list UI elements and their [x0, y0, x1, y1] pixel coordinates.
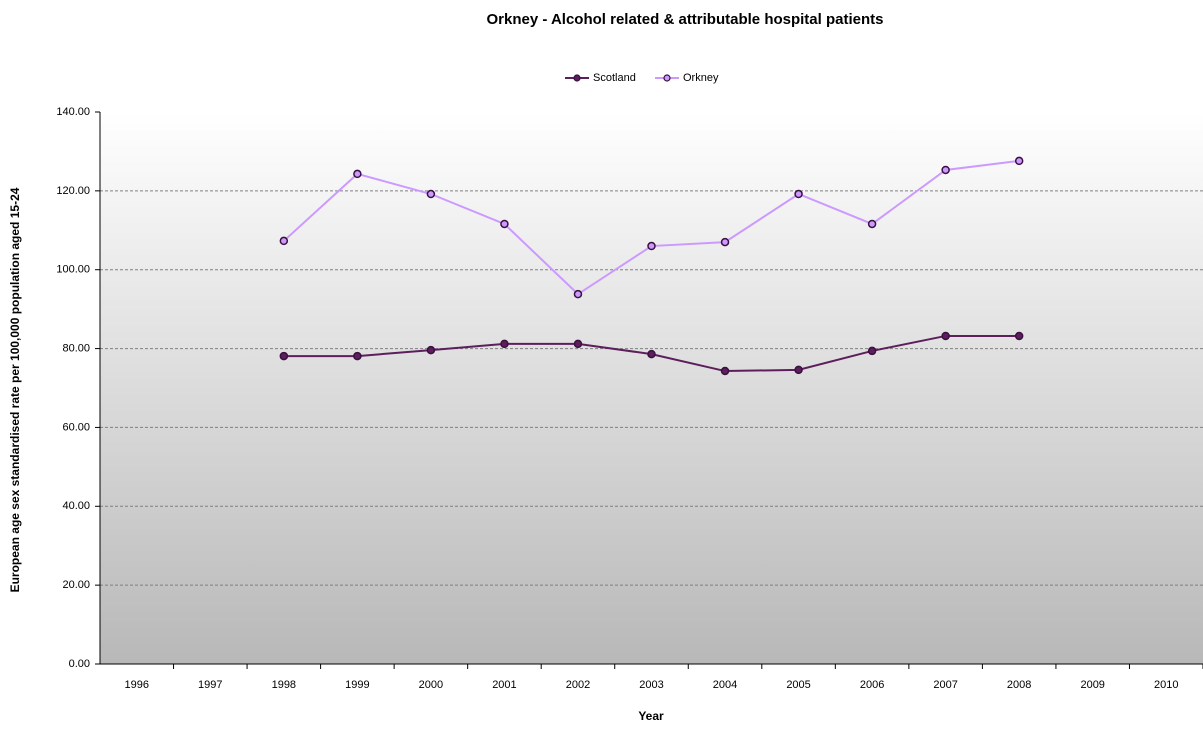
marker: [794, 365, 803, 375]
chart-title: Orkney - Alcohol related & attributable …: [486, 11, 883, 28]
marker: [353, 169, 362, 179]
y-tick-label: 140.00: [56, 106, 90, 118]
marker: [426, 189, 436, 199]
y-tick-label: 0.00: [69, 658, 90, 670]
marker: [353, 351, 362, 361]
marker: [720, 237, 730, 247]
x-tick-label: 2008: [1007, 679, 1031, 691]
y-tick-label: 20.00: [62, 579, 90, 591]
x-axis-title: Year: [638, 709, 664, 723]
y-tick-label: 80.00: [62, 342, 90, 354]
x-tick-label: 2004: [713, 679, 737, 691]
x-tick-label: 2006: [860, 679, 884, 691]
marker: [1014, 331, 1024, 341]
y-tick-label: 120.00: [56, 185, 90, 197]
marker: [867, 346, 877, 356]
legend-label: Orkney: [683, 72, 719, 84]
marker: [573, 339, 583, 349]
y-axis-title: European age sex standardised rate per 1…: [8, 187, 22, 592]
legend-marker: [573, 74, 581, 82]
y-tick-label: 100.00: [56, 264, 90, 276]
legend-label: Scotland: [593, 72, 636, 84]
marker: [500, 219, 509, 229]
x-tick-label: 2001: [492, 679, 516, 691]
x-tick-label: 2003: [639, 679, 663, 691]
x-tick-label: 1996: [125, 679, 149, 691]
x-tick-label: 1998: [272, 679, 296, 691]
marker: [573, 289, 583, 299]
marker: [941, 331, 950, 341]
y-tick-label: 40.00: [62, 500, 90, 512]
x-tick-label: 2005: [786, 679, 810, 691]
marker: [794, 189, 803, 199]
x-tick-label: 1999: [345, 679, 369, 691]
marker: [647, 349, 656, 359]
marker: [279, 351, 289, 361]
x-tick-label: 1997: [198, 679, 222, 691]
marker: [279, 236, 289, 246]
plot-area: [100, 112, 1203, 664]
x-tick-label: 2002: [566, 679, 590, 691]
x-tick-label: 2000: [419, 679, 443, 691]
marker: [500, 339, 509, 349]
x-tick-label: 2007: [933, 679, 957, 691]
marker: [941, 165, 950, 175]
x-tick-label: 2010: [1154, 679, 1178, 691]
marker: [867, 219, 877, 229]
marker: [1014, 156, 1024, 166]
marker: [647, 241, 656, 251]
marker: [426, 345, 436, 355]
legend-marker: [663, 74, 671, 82]
x-tick-label: 2009: [1080, 679, 1104, 691]
y-tick-label: 60.00: [62, 421, 90, 433]
marker: [720, 366, 730, 376]
